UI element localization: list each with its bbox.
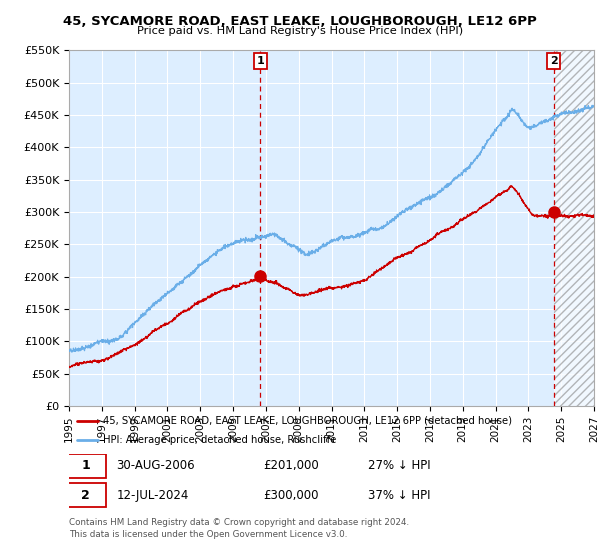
Text: 1: 1: [82, 459, 90, 473]
Text: HPI: Average price, detached house, Rushcliffe: HPI: Average price, detached house, Rush…: [103, 435, 337, 445]
Text: Contains HM Land Registry data © Crown copyright and database right 2024.
This d: Contains HM Land Registry data © Crown c…: [69, 518, 409, 539]
Text: 30-AUG-2006: 30-AUG-2006: [116, 459, 195, 473]
Text: 45, SYCAMORE ROAD, EAST LEAKE, LOUGHBOROUGH, LE12 6PP (detached house): 45, SYCAMORE ROAD, EAST LEAKE, LOUGHBORO…: [103, 416, 512, 426]
FancyBboxPatch shape: [67, 454, 106, 478]
Text: Price paid vs. HM Land Registry's House Price Index (HPI): Price paid vs. HM Land Registry's House …: [137, 26, 463, 36]
Text: 37% ↓ HPI: 37% ↓ HPI: [368, 488, 431, 502]
Text: 2: 2: [550, 56, 557, 66]
Text: 12-JUL-2024: 12-JUL-2024: [116, 488, 188, 502]
Text: 2: 2: [82, 488, 90, 502]
Text: £201,000: £201,000: [263, 459, 319, 473]
Bar: [554, 50, 594, 406]
FancyBboxPatch shape: [67, 483, 106, 507]
Text: 27% ↓ HPI: 27% ↓ HPI: [368, 459, 431, 473]
Bar: [554, 50, 594, 406]
Text: 1: 1: [256, 56, 264, 66]
Text: £300,000: £300,000: [263, 488, 319, 502]
Text: 45, SYCAMORE ROAD, EAST LEAKE, LOUGHBOROUGH, LE12 6PP: 45, SYCAMORE ROAD, EAST LEAKE, LOUGHBORO…: [63, 15, 537, 28]
